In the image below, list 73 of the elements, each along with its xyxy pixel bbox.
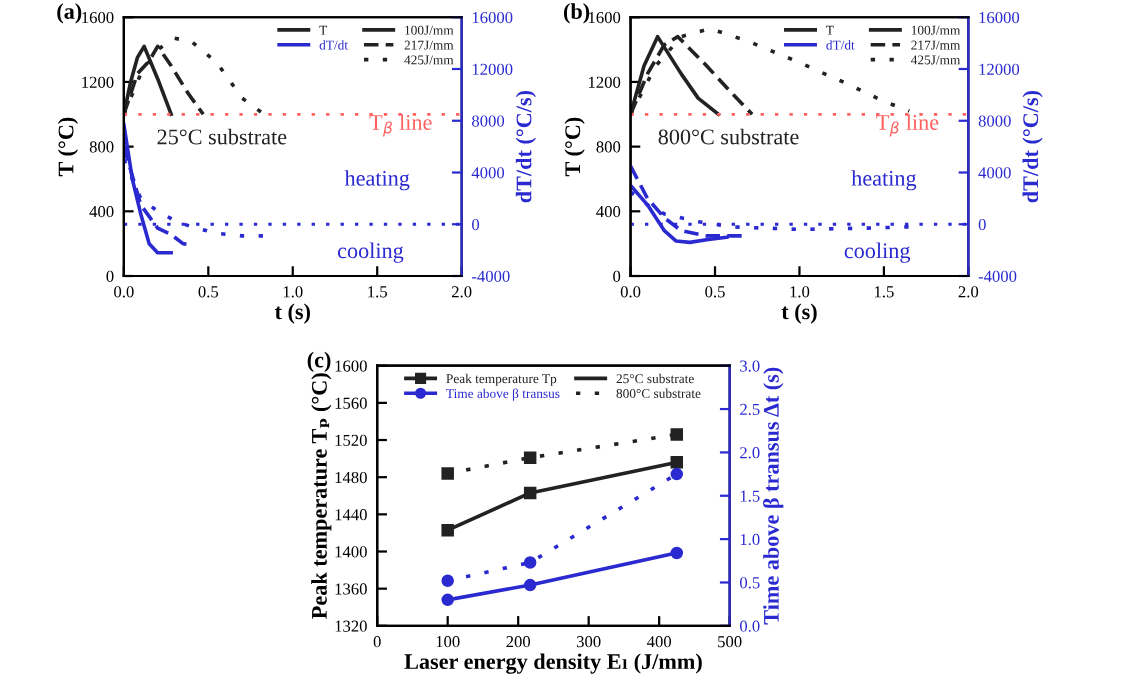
y2-tick-label: 2.0 [740, 447, 760, 459]
ref-line-label: T$_{β}$ line [876, 114, 939, 137]
y-tick-label: 0 [106, 270, 114, 282]
x-tick-label: 100 [436, 636, 460, 648]
y-tick-label: 1320 [335, 620, 367, 632]
y-tick-label: 800 [89, 141, 114, 153]
y-axis-title: T (°C) [564, 117, 585, 177]
x-tick-label: 1.0 [283, 286, 303, 298]
annotation: cooling [337, 242, 404, 263]
y2-tick-label: 16000 [472, 11, 513, 24]
x-tick-label: 0.0 [114, 286, 134, 298]
chart-title: (b) [563, 3, 590, 24]
annotation: 800°C substrate [658, 128, 799, 145]
y-tick-label: 1440 [335, 509, 367, 521]
y-tick-label: 1600 [335, 360, 367, 372]
x-tick-label: 500 [718, 636, 742, 648]
x-tick-label: 0.5 [705, 286, 725, 298]
y2-tick-label: 3.0 [740, 360, 760, 372]
x-tick-label: 0.5 [198, 286, 219, 298]
y2-tick-label: 12000 [979, 63, 1020, 75]
x-tick-label: 400 [646, 636, 672, 648]
annotation: cooling [844, 242, 911, 263]
y2-tick-label: 1.0 [740, 533, 760, 546]
x-tick-label: 0 [373, 636, 381, 648]
y2-tick-label: -4000 [978, 270, 1017, 282]
y2-tick-label: 0 [472, 218, 480, 231]
y2-tick-label: 8000 [978, 115, 1011, 127]
y2-axis-title: Time above β transus Δt (s) [762, 367, 784, 625]
x-axis-title: t (s) [274, 303, 310, 324]
y-axis-title: T (°C) [57, 117, 79, 177]
y-tick-label: 1600 [82, 11, 114, 24]
x-axis-title: Laser energy density Eₗ (J/mm) [404, 653, 702, 674]
y-tick-label: 400 [89, 206, 114, 218]
annotation: 25°C substrate [157, 128, 287, 145]
y-tick-label: 1600 [588, 11, 621, 24]
chart-title: (a) [57, 3, 82, 24]
x-tick-label: 2.0 [451, 286, 472, 298]
annotation: heating [344, 170, 410, 191]
y2-tick-label: 8000 [472, 115, 505, 127]
x-tick-label: 200 [506, 636, 531, 648]
y-tick-label: 1200 [82, 76, 114, 88]
annotation: heating [851, 170, 917, 191]
x-tick-label: 1.5 [874, 286, 894, 298]
y2-tick-label: 16000 [979, 11, 1020, 24]
chart-title: (c) [307, 351, 331, 372]
y-tick-label: 1360 [335, 583, 367, 595]
y2-tick-label: 0.0 [740, 620, 760, 632]
y-tick-label: 1560 [335, 397, 367, 409]
y-tick-label: 1520 [335, 434, 367, 446]
ref-line-label: T$_{β}$ line [369, 114, 432, 137]
x-axis-title: t (s) [781, 303, 817, 324]
x-tick-label: 0.0 [620, 286, 641, 298]
y2-axis-title: dT/dt (°C/s) [1022, 90, 1043, 203]
y-tick-label: 1400 [335, 546, 367, 558]
y2-axis-title: dT/dt (°C/s) [515, 90, 536, 203]
y2-tick-label: 2.5 [740, 403, 760, 416]
y-tick-label: 800 [596, 141, 621, 153]
y-axis-title: Peak temperature Tₚ (°C) [311, 373, 332, 619]
y-tick-label: 1200 [588, 76, 621, 88]
x-tick-label: 300 [576, 636, 601, 648]
y2-tick-label: 12000 [472, 63, 513, 75]
x-tick-label: 1.0 [790, 286, 810, 298]
y2-tick-label: 4000 [471, 167, 505, 179]
y-tick-label: 0 [613, 270, 621, 282]
y2-tick-label: 4000 [978, 167, 1011, 179]
y-tick-label: 400 [596, 206, 621, 218]
x-tick-label: 1.5 [368, 286, 387, 298]
y2-tick-label: -4000 [472, 270, 510, 282]
x-tick-label: 2.0 [958, 286, 979, 298]
y2-tick-label: 0.5 [740, 577, 760, 589]
y-tick-label: 1480 [335, 471, 367, 484]
y2-tick-label: 0 [978, 218, 986, 231]
y2-tick-label: 1.5 [740, 490, 760, 502]
